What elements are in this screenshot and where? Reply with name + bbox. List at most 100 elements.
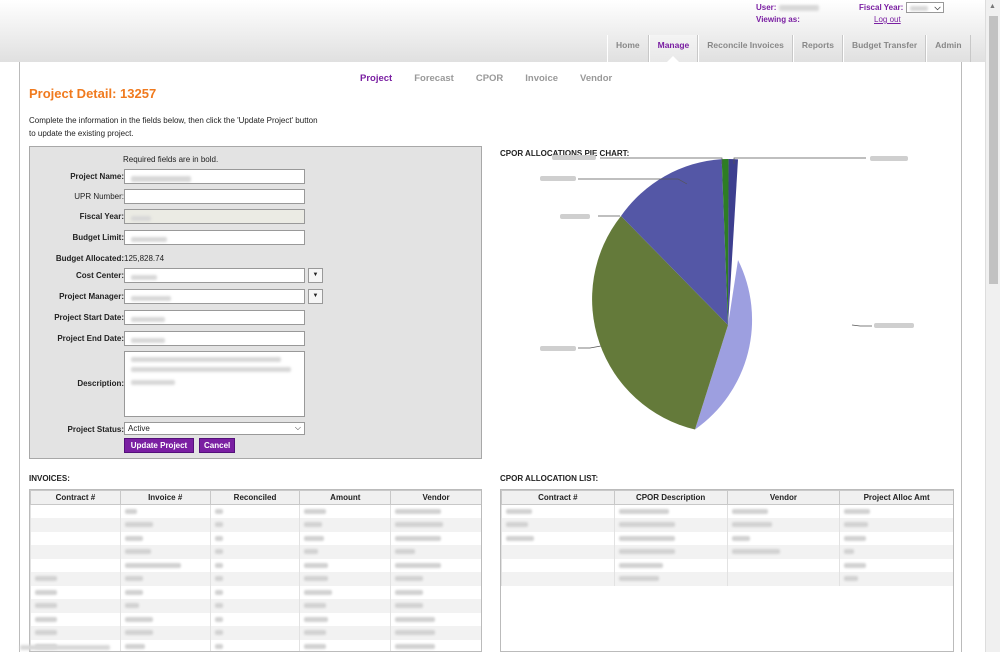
project-manager-dropdown-button[interactable]: ▼ — [308, 289, 323, 304]
table-row[interactable] — [30, 626, 481, 640]
table-row[interactable] — [501, 558, 953, 572]
nav-reconcile-invoices[interactable]: Reconcile Invoices — [698, 35, 793, 62]
budget-allocated-label: Budget Allocated: — [55, 254, 124, 263]
tab-vendor[interactable]: Vendor — [580, 73, 613, 84]
start-date-input[interactable] — [124, 310, 305, 325]
table-cell — [613, 572, 728, 586]
scrollbar-thumb[interactable] — [989, 16, 998, 284]
table-cell — [209, 599, 300, 613]
table-cell — [390, 545, 481, 559]
col-amount[interactable]: Amount — [299, 490, 392, 505]
invoices-table: Contract # Invoice # Reconciled Amount V… — [30, 490, 481, 651]
update-project-button[interactable]: Update Project — [124, 438, 194, 453]
table-cell — [390, 626, 481, 640]
table-cell — [839, 545, 953, 559]
table-row[interactable] — [30, 558, 481, 572]
redacted-value — [506, 509, 532, 514]
col-vendor[interactable]: Vendor — [390, 490, 481, 505]
table-cell — [30, 585, 121, 599]
cost-center-dropdown-button[interactable]: ▼ — [308, 268, 323, 283]
redacted-value — [35, 630, 57, 636]
pie-slice-2[interactable] — [592, 216, 728, 430]
table-cell — [119, 531, 211, 545]
col-invoice[interactable]: Invoice # — [119, 490, 211, 505]
tab-invoice[interactable]: Invoice — [525, 73, 559, 84]
status-select[interactable]: Active ⌵ — [124, 422, 305, 435]
budget-allocated-value: 125,828.74 — [124, 254, 165, 263]
pie-leader-4 — [578, 178, 688, 185]
table-row[interactable] — [30, 612, 481, 626]
table-row[interactable] — [30, 504, 481, 518]
table-cell — [839, 572, 953, 586]
table-row[interactable] — [30, 572, 481, 586]
description-redacted-3 — [131, 380, 175, 386]
page-title: Project Detail: 13257 — [29, 86, 157, 101]
description-redacted-1 — [131, 356, 281, 362]
table-row[interactable] — [30, 531, 481, 545]
table-row[interactable] — [501, 572, 953, 586]
table-cell — [119, 558, 211, 572]
table-row[interactable] — [501, 504, 953, 518]
col-contract[interactable]: Contract # — [30, 490, 121, 505]
nav-home[interactable]: Home — [607, 35, 649, 62]
redacted-value — [395, 562, 442, 568]
project-name-input[interactable] — [124, 169, 305, 184]
table-row[interactable] — [30, 518, 481, 532]
fiscal-year-box: Fiscal Year: ⌵ Log out — [859, 2, 944, 26]
col-cpor-vendor[interactable]: Vendor — [726, 490, 841, 505]
redacted-value — [35, 616, 57, 622]
nav-reports[interactable]: Reports — [792, 35, 843, 62]
pie-label-redacted-6 — [870, 156, 908, 161]
pie-slice-1[interactable] — [695, 260, 753, 430]
table-row[interactable] — [30, 585, 481, 599]
col-reconciled[interactable]: Reconciled — [209, 490, 301, 505]
tab-project[interactable]: Project — [360, 73, 393, 84]
table-cell — [299, 626, 391, 640]
table-cell — [30, 518, 121, 532]
project-manager-select[interactable] — [124, 289, 305, 304]
cost-center-select[interactable] — [124, 268, 305, 283]
cpor-table-box: Contract # CPOR Description Vendor Proje… — [500, 489, 954, 652]
end-date-input[interactable] — [124, 331, 305, 346]
table-cell — [839, 504, 953, 518]
table-cell — [613, 518, 728, 532]
row-description: Description: — [30, 351, 481, 417]
project-form: Required fields are in bold. Project Nam… — [29, 146, 482, 459]
description-textarea[interactable] — [124, 351, 305, 417]
tab-forecast[interactable]: Forecast — [414, 73, 454, 84]
nav-admin[interactable]: Admin — [926, 35, 971, 62]
col-cpor-description[interactable]: CPOR Description — [613, 490, 728, 505]
nav-manage[interactable]: Manage — [648, 35, 699, 62]
table-cell — [209, 612, 300, 626]
cancel-button[interactable]: Cancel — [199, 438, 235, 453]
table-cell — [119, 518, 211, 532]
table-row[interactable] — [501, 531, 953, 545]
table-row[interactable] — [30, 639, 481, 651]
fiscal-year-select[interactable]: ⌵ — [905, 2, 944, 14]
table-row[interactable] — [30, 545, 481, 559]
col-cpor-contract[interactable]: Contract # — [501, 490, 615, 505]
budget-limit-input[interactable] — [124, 230, 305, 245]
table-cell — [209, 531, 300, 545]
redacted-value — [124, 616, 153, 622]
page-scrollbar[interactable]: ▲ — [985, 0, 1000, 652]
table-row[interactable] — [501, 518, 953, 532]
pie-slice-4[interactable] — [721, 158, 729, 325]
logout-link[interactable]: Log out — [874, 15, 901, 24]
table-row[interactable] — [501, 545, 953, 559]
pie-leader-1 — [851, 324, 872, 327]
tab-cpor[interactable]: CPOR — [475, 73, 504, 84]
table-cell — [299, 585, 391, 599]
cpor-table: Contract # CPOR Description Vendor Proje… — [501, 490, 953, 586]
scroll-up-icon[interactable]: ▲ — [989, 3, 996, 10]
upr-number-input[interactable] — [124, 189, 305, 204]
row-status: Project Status: Active ⌵ — [30, 422, 481, 438]
cpor-header-row: Contract # CPOR Description Vendor Proje… — [501, 490, 953, 505]
redacted-value — [395, 535, 442, 541]
nav-budget-transfer[interactable]: Budget Transfer — [842, 35, 927, 62]
table-row[interactable] — [30, 599, 481, 613]
pie-slice-5[interactable] — [728, 159, 738, 325]
table-cell — [209, 504, 300, 518]
pie-slice-3[interactable] — [621, 159, 728, 325]
col-project-alloc-amt[interactable]: Project Alloc Amt — [839, 490, 953, 505]
